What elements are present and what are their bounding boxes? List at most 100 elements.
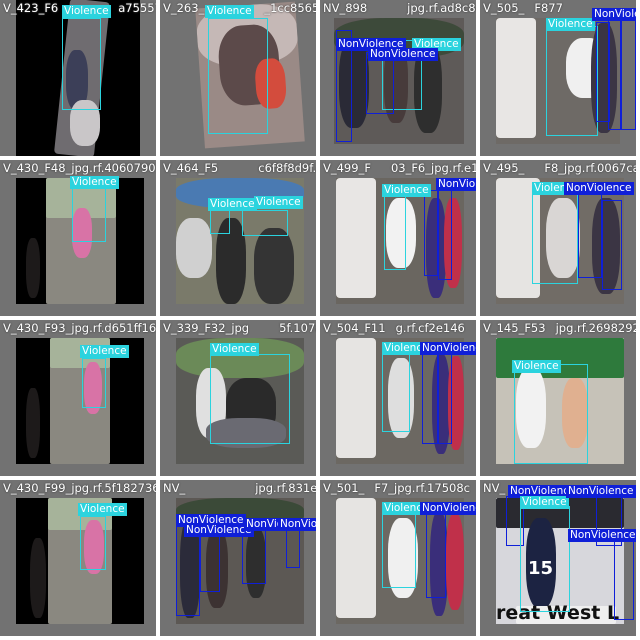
detection-label-violence: Violence: [546, 18, 595, 31]
frame-tile[interactable]: V_499_F03_F6_jpg.rf.e1296 Violence NonVi…: [320, 160, 480, 320]
frame-canvas: V_504_F11 g.rf.cf2e146 Violence NonViolen…: [320, 320, 476, 476]
frame-canvas: V_263__1cc856545 Violence: [160, 0, 316, 156]
frame-photo: [16, 0, 140, 156]
detection-box-violence: [532, 186, 578, 284]
detection-box-violence: [546, 26, 598, 136]
frame-canvas: V_430_F48_jpg.rf.40607901 Violence: [0, 160, 156, 316]
detection-label-violence: Violence: [210, 343, 259, 356]
detection-box-nonviolence: [620, 10, 636, 130]
detection-box-nonviolence: [602, 200, 622, 290]
detection-label-nonviolence: NonViolence: [420, 342, 476, 355]
frame-photo: 15 reat West L: [496, 498, 624, 624]
frame-tile[interactable]: V_430_F48_jpg.rf.40607901 Violence: [0, 160, 160, 320]
frame-photo: [336, 178, 464, 304]
frame-filename: V_430_F99_jpg.rf.5f182736: [3, 481, 156, 495]
detection-label-violence: Violence: [382, 184, 431, 197]
detection-label-violence: Violence: [382, 502, 431, 515]
detection-label-violence: Violence: [208, 198, 257, 211]
detection-box-violence: [62, 18, 101, 110]
frame-photo: [496, 18, 620, 144]
frame-filename: V_263__1cc856545: [163, 1, 316, 15]
frame-photo: [336, 338, 464, 464]
frame-tile[interactable]: V_505_F877 Violence NonViolence: [480, 0, 640, 160]
frame-canvas: V_505_F877 Violence NonViolence: [480, 0, 636, 156]
detection-box-violence: [514, 364, 588, 464]
detection-label-violence: Violence: [205, 5, 254, 18]
frame-canvas: V_499_F03_F6_jpg.rf.e1296 Violence NonVi…: [320, 160, 476, 316]
detection-box-nonviolence: [438, 348, 452, 444]
detection-box-violence: [72, 188, 106, 242]
detection-box-violence: [210, 354, 290, 444]
detection-label-nonviolence: NonViolence: [184, 524, 254, 537]
frame-photo: [176, 498, 304, 624]
detection-box-violence: [384, 190, 406, 270]
detection-label-nonviolence: NonViolence: [436, 178, 476, 191]
detection-label-nonviolence: NonViolence: [564, 182, 634, 195]
detection-label-nonviolence: NonViolence: [592, 8, 636, 21]
frame-canvas: V_430_F99_jpg.rf.5f182736 Violence: [0, 480, 156, 636]
detection-label-violence: Violence: [254, 196, 303, 209]
frame-photo: [16, 178, 144, 304]
frame-photo: [336, 498, 464, 624]
frame-filename: V_495_F8_jpg.rf.0067cac9c: [483, 161, 636, 175]
detection-box-nonviolence: [614, 540, 634, 620]
frame-filename: V_430_F93_jpg.rf.d651ff16: [3, 321, 156, 335]
detection-box-nonviolence: [366, 52, 394, 114]
frame-tile[interactable]: V_263__1cc856545 Violence: [160, 0, 320, 160]
frame-filename: V_501_ F7_jpg.rf.17508c: [323, 481, 470, 495]
frame-canvas: V_495_F8_jpg.rf.0067cac9c Violence NonVi…: [480, 160, 636, 316]
detection-box-nonviolence: [438, 190, 452, 280]
detection-box-nonviolence: [578, 182, 602, 278]
frame-tile[interactable]: V_430_F99_jpg.rf.5f182736 Violence: [0, 480, 160, 640]
detection-box-violence: [382, 508, 416, 588]
detection-label-nonviolence: NonViolence: [176, 514, 246, 527]
detection-box-violence: [80, 516, 106, 570]
frame-canvas: V_423_F6a75557 Violence: [0, 0, 156, 156]
detection-label-violence: Violence: [512, 360, 561, 373]
detection-box-violence: [82, 358, 106, 408]
frame-filename: V_430_F48_jpg.rf.40607901: [3, 161, 156, 175]
frame-tile[interactable]: V_423_F6a75557 Violence: [0, 0, 160, 160]
frame-filename: NV_: [483, 481, 506, 495]
detection-box-violence: [382, 350, 410, 432]
detection-box-violence: [520, 506, 570, 612]
detection-box-nonviolence: [422, 350, 438, 444]
detection-label-nonviolence: NonViolence: [508, 485, 578, 498]
detection-box-nonviolence: [596, 22, 610, 122]
detection-label-violence: Violence: [520, 496, 569, 509]
detection-label-nonviolence: NonViolence: [568, 529, 636, 542]
frame-tile[interactable]: 15 reat West L NV_ NonViolence Violence …: [480, 480, 640, 640]
detection-label-nonviolence: NonViolence: [420, 502, 476, 515]
jersey-number: 15: [528, 558, 554, 579]
detection-label-violence: Violence: [62, 5, 111, 18]
frame-canvas: 15 reat West L NV_ NonViolence Violence …: [480, 480, 636, 636]
detection-label-violence: Violence: [70, 176, 119, 189]
detection-label-violence: Violence: [78, 503, 127, 516]
frame-tile[interactable]: NV_jpg.rf.831ebb NonViolence NonViolence…: [160, 480, 320, 640]
frame-tile[interactable]: V_501_ F7_jpg.rf.17508c Violence NonViole…: [320, 480, 480, 640]
detection-box-nonviolence: [424, 190, 438, 276]
detection-label-nonviolence: NonViolence: [278, 518, 316, 531]
detection-label-violence: Violence: [412, 38, 461, 51]
frame-photo: [496, 338, 624, 464]
detection-label-violence: Violence: [382, 342, 431, 355]
detection-label-violence: Violence: [80, 345, 129, 358]
frame-tile[interactable]: V_495_F8_jpg.rf.0067cac9c Violence NonVi…: [480, 160, 640, 320]
frame-tile[interactable]: V_430_F93_jpg.rf.d651ff16 Violence: [0, 320, 160, 480]
frame-tile[interactable]: V_504_F11 g.rf.cf2e146 Violence NonViolen…: [320, 320, 480, 480]
detection-label-nonviolence: NonViolence: [336, 38, 406, 51]
frame-photo: [16, 338, 144, 464]
frame-filename: V_505_ F877: [483, 1, 563, 15]
frame-canvas: V_501_ F7_jpg.rf.17508c Violence NonViole…: [320, 480, 476, 636]
detection-box-nonviolence: [336, 30, 352, 142]
